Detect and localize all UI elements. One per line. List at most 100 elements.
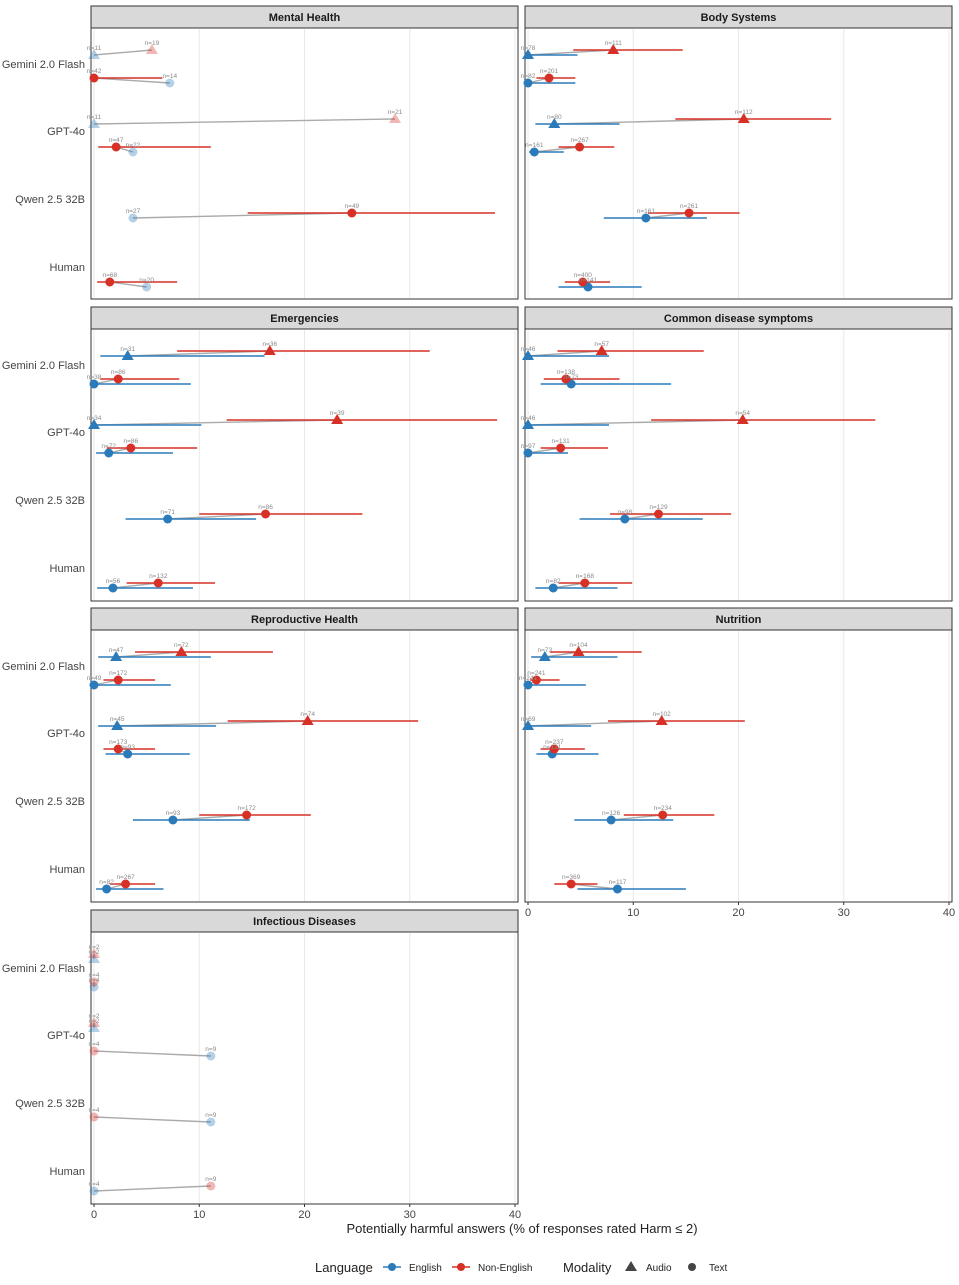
point-non-english-audio-marker	[737, 113, 750, 123]
y-tick-label: Qwen 2.5 32B	[15, 495, 85, 507]
n-label-non-english: n=172	[109, 670, 128, 677]
n-label-non-english: n=267	[570, 137, 589, 144]
data-group: n=98 n=129	[579, 504, 732, 524]
connector-line	[93, 49, 152, 56]
point-english-audio-marker	[121, 350, 134, 360]
n-label-non-english: n=131	[551, 438, 570, 445]
n-label-non-english: n=42	[87, 68, 102, 75]
facet-panel-4: Reproductive Health Gemini 2.0 Flash GPT-4…	[2, 607, 519, 903]
data-group: n=34 n=39	[87, 410, 498, 429]
n-label-english: n=98	[618, 509, 633, 516]
n-label-english: n=22	[126, 142, 141, 149]
y-tick-label: Gemini 2.0 Flash	[2, 59, 85, 71]
n-label-english: n=69	[521, 716, 536, 723]
n-label-non-english: n=36	[262, 341, 277, 348]
n-label-english: n=82	[99, 879, 114, 886]
n-label-non-english: n=86	[258, 504, 273, 511]
legend-key-text	[688, 1263, 696, 1271]
point-english-text-marker	[163, 514, 173, 524]
n-label-non-english: n=369	[562, 874, 581, 881]
n-label-english: n=82	[521, 73, 536, 80]
facet-panel-6: Infectious Diseases Gemini 2.0 Flash GPT-4…	[2, 909, 521, 1221]
connector-line	[93, 419, 338, 426]
n-label-english: n=93	[166, 810, 181, 817]
data-group: n=2n=2	[88, 944, 100, 963]
point-non-english-text-marker	[531, 675, 541, 685]
point-non-english-text-marker	[544, 73, 554, 83]
y-tick-label: Human	[50, 864, 85, 876]
n-label-english: n=161	[525, 142, 544, 149]
data-group: n=22n=47	[98, 137, 211, 157]
connector-line	[527, 720, 662, 727]
point-non-english-audio-marker	[389, 113, 402, 123]
point-non-english-text-marker	[206, 1181, 216, 1191]
point-non-english-text-marker	[89, 1112, 99, 1122]
n-label-non-english: n=138	[557, 369, 576, 376]
data-group: n=126 n=234	[574, 805, 715, 825]
x-tick-label: 30	[404, 1209, 416, 1221]
facet-panel-1: Body Systemsn=78n=111n=82n=201n=80n=112n…	[521, 5, 953, 300]
facet-title: Mental Health	[269, 12, 341, 24]
n-label-english: n=82	[546, 578, 561, 585]
n-label-english: n=2	[88, 949, 99, 956]
point-english-audio-marker	[111, 720, 124, 730]
legend-label-english: English	[409, 1263, 442, 1274]
connector-line	[527, 419, 743, 426]
n-label-non-english: n=21	[388, 109, 403, 116]
point-english-text-marker	[529, 147, 539, 157]
point-non-english-audio-marker	[88, 1017, 100, 1027]
point-non-english-text-marker	[105, 277, 115, 287]
facet-title: Infectious Diseases	[253, 916, 356, 928]
n-label-english: n=2	[88, 1018, 99, 1025]
legend-key-audio	[625, 1261, 637, 1271]
point-non-english-audio-marker	[736, 414, 749, 424]
point-english-text-marker	[123, 749, 133, 759]
data-group: n=56 n=132	[97, 573, 216, 593]
point-english-text-marker	[523, 680, 533, 690]
point-english-audio-marker	[88, 1022, 100, 1032]
n-label-english: n=4	[88, 977, 99, 984]
n-label-english: n=78	[521, 45, 536, 52]
data-group: n=80 n=112	[535, 109, 832, 128]
point-english-text-marker	[104, 448, 114, 458]
x-tick-label: 0	[91, 1209, 97, 1221]
point-english-text-marker	[102, 884, 112, 894]
n-label-english: n=27	[126, 208, 141, 215]
n-label-non-english: n=4	[88, 1041, 99, 1048]
n-label-non-english: n=104	[569, 642, 588, 649]
legend-key-non-english	[457, 1263, 465, 1271]
data-group: n=11 n=21	[87, 109, 403, 128]
n-label-english: n=121	[543, 744, 562, 751]
point-non-english-audio-marker	[88, 948, 100, 958]
legend-key-english	[388, 1263, 396, 1271]
connector-line	[611, 814, 663, 821]
n-label-english: n=11	[87, 114, 102, 121]
n-label-non-english: n=129	[649, 504, 668, 511]
n-label-english: n=34	[87, 415, 102, 422]
facet-title: Nutrition	[716, 614, 762, 626]
n-label-non-english: n=267	[116, 874, 135, 881]
data-group: n=11 n=19	[87, 40, 160, 59]
n-label-non-english: n=68	[102, 272, 117, 279]
data-group: n=9 n=4	[88, 1107, 217, 1127]
facet-title: Emergencies	[270, 313, 338, 325]
point-english-audio-marker	[522, 350, 534, 360]
n-label-english: n=11	[87, 45, 102, 52]
x-axis-title: Potentially harmful answers (% of respon…	[346, 1221, 697, 1236]
x-tick-label: 40	[509, 1209, 521, 1221]
point-english-audio-marker	[88, 49, 100, 59]
point-non-english-text-marker	[89, 977, 99, 987]
data-group: n=78 n=111	[521, 40, 683, 59]
data-group: n=46 n=57	[521, 341, 704, 360]
point-non-english-text-marker	[113, 744, 123, 754]
point-english-text-marker	[128, 213, 138, 223]
n-label-non-english: n=49	[345, 203, 360, 210]
legend-title-modality: Modality	[563, 1260, 612, 1275]
n-label-english: n=9	[205, 1112, 216, 1119]
n-label-non-english: n=74	[300, 711, 315, 718]
point-non-english-text-marker	[347, 208, 357, 218]
n-label-non-english: n=19	[145, 40, 160, 47]
point-non-english-text-marker	[113, 675, 123, 685]
n-label-non-english: n=2	[88, 944, 99, 951]
